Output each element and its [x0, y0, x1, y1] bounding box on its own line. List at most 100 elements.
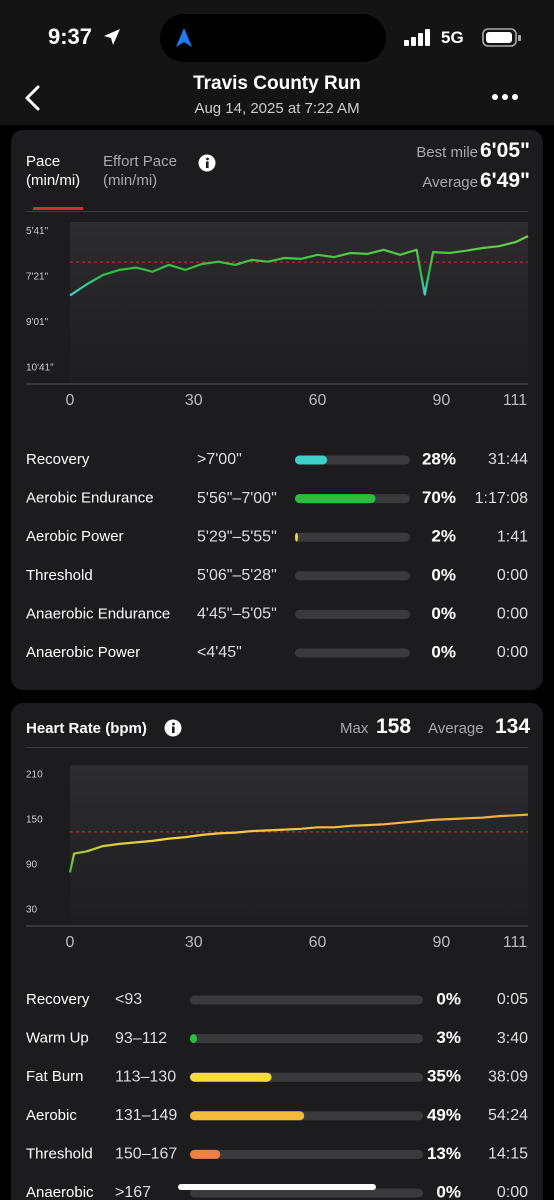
- max-label: Max: [340, 720, 369, 737]
- zone-bar: [190, 1034, 197, 1044]
- y-tick-label: 90: [26, 860, 38, 871]
- tab-underline: [33, 207, 83, 210]
- zone-range: 5'29"–5'55": [197, 528, 277, 545]
- zone-percent: 0%: [431, 642, 456, 661]
- average-value: 6'49": [480, 169, 530, 192]
- info-icon[interactable]: [198, 154, 216, 172]
- zone-name: Warm Up: [26, 1030, 89, 1047]
- zone-track: [295, 648, 410, 658]
- zone-time: 0:00: [497, 567, 528, 584]
- zone-time: 0:00: [497, 644, 528, 661]
- zone-percent: 0%: [431, 604, 456, 623]
- zone-time: 1:17:08: [475, 490, 528, 507]
- zone-time: 0:00: [497, 606, 528, 623]
- info-icon[interactable]: [164, 719, 182, 737]
- y-tick-label: 10'41": [26, 363, 54, 374]
- zone-name: Aerobic Power: [26, 528, 124, 545]
- zone-percent: 49%: [427, 1105, 461, 1124]
- divider: [26, 747, 528, 748]
- effort-pace-tab-unit: (min/mi): [103, 172, 158, 189]
- average-label: Average: [428, 720, 484, 737]
- data-line: [68, 813, 529, 873]
- y-tick-label: 150: [26, 814, 43, 825]
- zone-track: [295, 532, 410, 542]
- zone-range: >7'00": [197, 451, 242, 468]
- pace-tab[interactable]: Pace: [26, 153, 61, 170]
- zone-track: [295, 571, 410, 581]
- x-tick-label: 30: [185, 392, 203, 409]
- y-tick-label: 210: [26, 769, 43, 780]
- zone-bar: [295, 455, 328, 465]
- y-tick-label: 30: [26, 905, 38, 916]
- average-value: 134: [495, 715, 531, 738]
- x-tick-label: 90: [432, 934, 450, 951]
- zone-range: 131–149: [115, 1107, 177, 1124]
- more-button[interactable]: [490, 92, 520, 102]
- effort-pace-tab[interactable]: Effort Pace: [103, 153, 177, 170]
- clock: 9:37: [48, 24, 93, 49]
- zone-bar: [295, 532, 298, 542]
- zone-range: <4'45": [197, 644, 242, 661]
- zone-percent: 0%: [436, 1182, 461, 1200]
- signal-icon: [404, 29, 430, 46]
- zone-range: <93: [115, 991, 142, 1008]
- plot-area: [70, 765, 528, 925]
- y-tick-label: 5'41": [26, 226, 49, 237]
- zone-percent: 35%: [427, 1067, 461, 1086]
- zone-time: 14:15: [488, 1146, 528, 1163]
- zone-time: 3:40: [497, 1030, 528, 1047]
- zone-name: Anaerobic Power: [26, 644, 140, 661]
- zone-range: 113–130: [115, 1068, 176, 1085]
- zone-name: Anaerobic Endurance: [26, 605, 170, 622]
- zone-percent: 0%: [436, 989, 461, 1008]
- zone-track: [190, 995, 423, 1005]
- zone-bar: [190, 1111, 305, 1121]
- zone-percent: 2%: [431, 527, 456, 546]
- average-label: Average: [422, 174, 478, 191]
- zone-range: 93–112: [115, 1030, 167, 1047]
- best-mile-value: 6'05": [480, 139, 530, 162]
- x-tick-label: 111: [503, 392, 527, 409]
- zone-name: Threshold: [26, 1145, 93, 1162]
- zone-track: [190, 1149, 423, 1159]
- back-button[interactable]: [22, 84, 44, 112]
- zone-time: 1:41: [497, 528, 528, 545]
- zone-percent: 3%: [436, 1028, 461, 1047]
- location-icon: [104, 29, 120, 45]
- x-tick-label: 0: [66, 392, 75, 409]
- x-tick-label: 30: [185, 934, 203, 951]
- page-subtitle: Aug 14, 2025 at 7:22 AM: [194, 100, 360, 117]
- x-tick-label: 111: [503, 934, 527, 951]
- zone-range: 150–167: [115, 1146, 177, 1163]
- zone-name: Aerobic Endurance: [26, 490, 154, 507]
- navigation-icon: [176, 28, 192, 47]
- y-tick-label: 7'21": [26, 271, 49, 282]
- x-tick-label: 0: [66, 934, 75, 951]
- zone-name: Recovery: [26, 451, 90, 468]
- x-tick-label: 60: [309, 934, 327, 951]
- max-value: 158: [376, 715, 412, 738]
- dynamic-island: [160, 14, 386, 62]
- pace-tab-unit: (min/mi): [26, 172, 81, 189]
- zone-percent: 13%: [427, 1144, 461, 1163]
- zone-track: [190, 1034, 423, 1044]
- data-line: [69, 235, 529, 297]
- page-title: Travis County Run: [193, 73, 361, 94]
- zone-track: [190, 1188, 423, 1198]
- zone-time: 31:44: [488, 451, 528, 468]
- zone-time: 0:05: [497, 991, 528, 1008]
- zone-time: 38:09: [488, 1068, 528, 1085]
- y-tick-label: 9'01": [26, 317, 49, 328]
- zone-percent: 0%: [431, 565, 456, 584]
- zone-range: 4'45"–5'05": [197, 606, 277, 623]
- zone-name: Recovery: [26, 991, 90, 1008]
- zone-bar: [190, 1072, 272, 1082]
- zone-name: Aerobic: [26, 1107, 77, 1124]
- x-tick-label: 90: [432, 392, 450, 409]
- zone-range: 5'56"–7'00": [197, 490, 277, 507]
- battery-icon: [482, 28, 521, 47]
- zone-time: 54:24: [488, 1107, 528, 1124]
- zone-name: Fat Burn: [26, 1068, 84, 1085]
